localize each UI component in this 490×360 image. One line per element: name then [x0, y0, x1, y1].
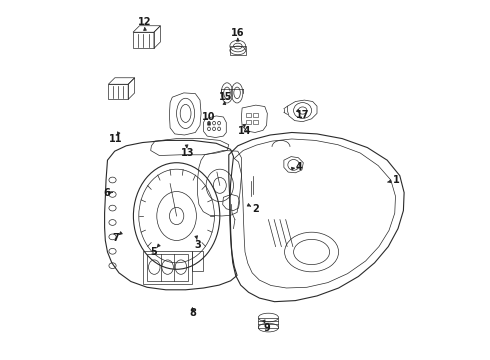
Bar: [253, 120, 258, 124]
Bar: [192, 251, 203, 271]
Text: 8: 8: [189, 308, 196, 318]
Text: 5: 5: [150, 247, 157, 257]
Text: 16: 16: [231, 28, 245, 38]
Text: 15: 15: [219, 92, 232, 102]
Text: 2: 2: [252, 204, 259, 214]
Text: 7: 7: [112, 233, 119, 243]
Text: 11: 11: [109, 134, 122, 144]
Bar: [230, 46, 245, 55]
Text: 4: 4: [295, 162, 302, 172]
Text: 13: 13: [181, 148, 194, 158]
Bar: [147, 254, 189, 281]
Bar: [258, 318, 278, 328]
Bar: [253, 113, 258, 117]
Text: 3: 3: [195, 240, 201, 250]
Text: 9: 9: [263, 323, 270, 333]
Text: 10: 10: [202, 112, 216, 122]
Text: 1: 1: [393, 175, 399, 185]
Text: 14: 14: [238, 126, 252, 136]
Text: 17: 17: [296, 110, 309, 120]
Bar: [144, 251, 192, 284]
Bar: [245, 120, 251, 124]
Bar: [245, 113, 251, 117]
Text: 12: 12: [138, 17, 151, 27]
Text: 6: 6: [103, 188, 110, 198]
